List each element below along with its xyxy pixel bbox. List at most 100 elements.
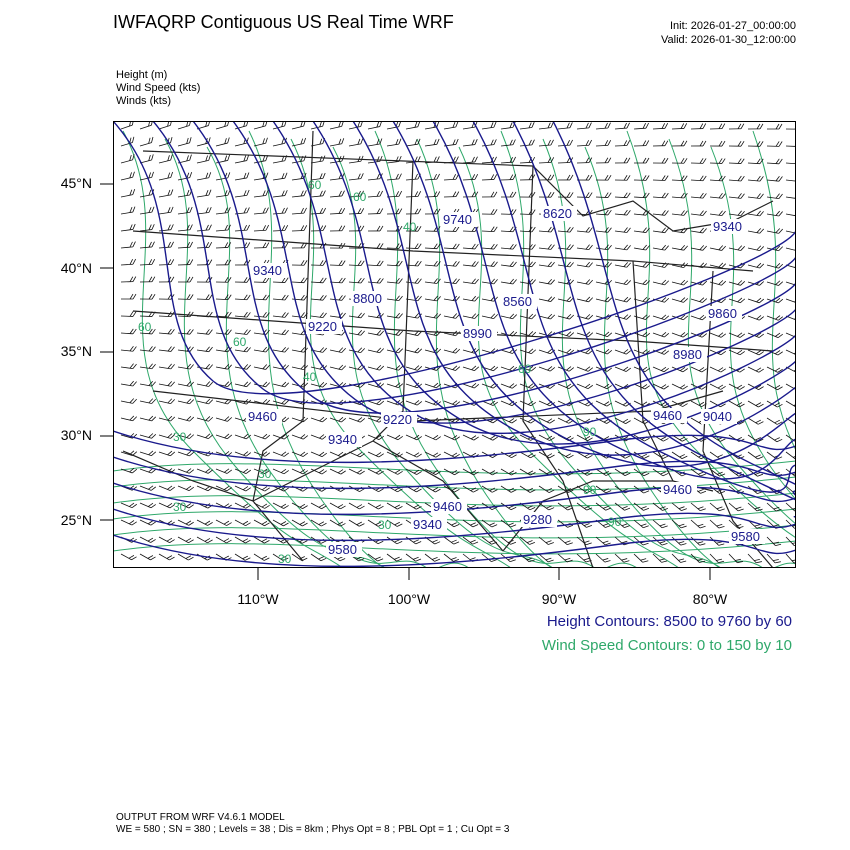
wind-barb (728, 245, 746, 251)
wind-barb (424, 313, 441, 319)
wind-barb (462, 173, 479, 181)
wind-barb (329, 417, 347, 423)
wind-barb (120, 415, 138, 422)
wind-barb (538, 244, 555, 250)
wind-barb (386, 312, 403, 319)
wind-barb (595, 122, 611, 130)
wind-barb (291, 225, 308, 232)
wind-barb (234, 433, 252, 440)
wind-barb (538, 366, 556, 372)
wind-barb (177, 381, 194, 387)
wind-barb (177, 259, 194, 266)
wind-barb (310, 225, 327, 232)
wind-barb (766, 315, 784, 321)
wind-barb (291, 137, 307, 147)
wind-barb (462, 383, 480, 389)
wind-barb (310, 451, 328, 458)
wind-barb (462, 295, 479, 302)
wind-barb (728, 349, 745, 356)
wind-barb (728, 175, 745, 182)
wind-barb (462, 365, 480, 372)
wind-contour (248, 130, 470, 568)
wind-barb (728, 158, 745, 164)
wind-barb (234, 172, 250, 181)
wind-barb (310, 364, 328, 371)
wind-barb (367, 260, 384, 267)
wind-barb (253, 451, 271, 457)
wind-barb (576, 366, 594, 372)
wind-barb (652, 157, 669, 164)
wind-barb (519, 400, 536, 407)
wind-barb (709, 332, 727, 338)
wind-barb (633, 122, 649, 130)
wind-barb (329, 190, 345, 198)
wind-barb (310, 207, 326, 215)
wind-barb (196, 433, 214, 440)
wind-barb (614, 122, 630, 130)
wind-barb (633, 140, 650, 147)
wind-barb (120, 380, 137, 387)
wind-barb (234, 189, 250, 198)
wind-barb (500, 191, 517, 198)
wind-barb (386, 278, 403, 284)
wind-contour (290, 138, 512, 568)
wind-barb (424, 191, 441, 198)
wind-barb (671, 175, 688, 182)
wind-barb (367, 399, 385, 406)
wind-barb (196, 207, 212, 215)
wind-barb (747, 400, 764, 408)
wind-barb (177, 206, 193, 215)
wind-barb (747, 158, 764, 165)
wind-barb (310, 172, 326, 181)
wind-barb (120, 346, 137, 352)
wind-barb (424, 434, 441, 441)
wind-barb (348, 451, 365, 458)
wind-barb (177, 433, 195, 439)
wind-barb (234, 311, 251, 318)
wind-barb (671, 332, 689, 338)
wind-barb (177, 276, 194, 283)
wind-barb (747, 434, 764, 443)
wind-barb (424, 278, 441, 284)
wind-barb (576, 296, 594, 303)
wind-barb (595, 331, 613, 338)
wind-barb (272, 312, 289, 318)
wind-barb (120, 241, 136, 249)
wind-barb (557, 348, 575, 355)
wind-barb (386, 434, 403, 441)
wind-barb (367, 330, 384, 336)
wind-barb (747, 417, 764, 425)
wind-barb (500, 139, 516, 147)
wind-contour (542, 138, 764, 568)
wind-barb (386, 138, 402, 147)
wind-barb (766, 366, 783, 373)
wind-barb (139, 398, 157, 404)
wind-barb (652, 227, 669, 234)
wind-barb (120, 258, 137, 266)
wind-contour (500, 130, 722, 568)
wind-barb (538, 313, 556, 320)
wind-contour-legend: Wind Speed Contours: 0 to 150 by 10 (541, 637, 792, 654)
wind-barb (481, 174, 498, 181)
wind-barb (177, 224, 193, 232)
wind-barb (367, 225, 384, 232)
wind-barb (310, 416, 328, 423)
wind-barb (462, 278, 479, 285)
wind-barb (367, 364, 385, 371)
wind-barb (424, 451, 441, 458)
wind-barb (139, 450, 157, 457)
wind-barb (576, 244, 593, 251)
wind-barb (500, 261, 517, 267)
wind-barb (215, 294, 232, 301)
wind-barb (348, 138, 364, 147)
wind-barb (386, 365, 404, 371)
wind-barb (272, 329, 289, 336)
wind-barb (614, 296, 632, 303)
wind-barb (747, 228, 764, 234)
wind-barb (462, 243, 479, 250)
wind-barb (158, 189, 174, 198)
wind-barb (139, 293, 156, 300)
wind-barb (272, 207, 288, 215)
variable-height: Height (m) (116, 69, 168, 81)
wind-barb (272, 399, 290, 405)
